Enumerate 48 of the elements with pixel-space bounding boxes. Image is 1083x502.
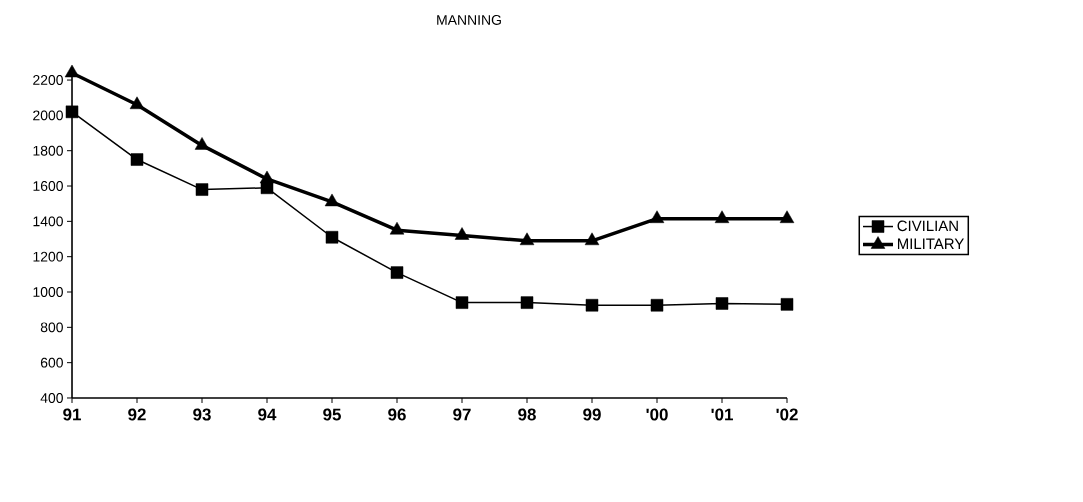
point <box>454 227 470 240</box>
point <box>130 153 144 166</box>
y-tick-label: 1000 <box>33 287 63 297</box>
x-tick-label: '01 <box>711 408 733 421</box>
y-tick-label: 1400 <box>33 216 63 227</box>
point <box>714 210 730 223</box>
point <box>650 299 664 312</box>
legend-label: MILITARY <box>897 238 964 249</box>
point <box>780 298 794 311</box>
y-tick-label: 2000 <box>33 110 63 121</box>
point <box>194 137 210 150</box>
point <box>129 96 145 110</box>
point <box>325 231 339 244</box>
x-tick-label: 97 <box>453 408 471 421</box>
legend-label: CIVILIAN <box>897 220 958 232</box>
y-tick-label: 1200 <box>33 251 63 262</box>
point <box>65 105 79 119</box>
y-tick-label: 400 <box>40 393 63 403</box>
point <box>324 193 340 207</box>
point <box>520 296 534 309</box>
x-tick-label: 99 <box>583 408 601 421</box>
point <box>390 266 404 279</box>
x-tick-label: 94 <box>258 408 277 421</box>
point <box>195 183 209 196</box>
y-tick-label: 800 <box>40 322 63 333</box>
x-tick-label: 95 <box>323 408 341 421</box>
x-tick-label: 96 <box>388 408 406 421</box>
point <box>389 221 405 235</box>
point <box>649 210 665 223</box>
y-tick-label: 1600 <box>33 181 63 191</box>
x-tick-label: 98 <box>518 408 536 421</box>
y-tick-label: 1800 <box>33 145 63 156</box>
point <box>519 232 535 246</box>
y-tick-label: 2200 <box>33 75 63 85</box>
chart-title: MANNING <box>437 15 501 25</box>
y-tick-label: 600 <box>40 357 63 368</box>
x-tick-label: 91 <box>63 408 81 421</box>
x-tick-label: 92 <box>128 408 146 421</box>
point <box>259 170 275 184</box>
point <box>779 210 795 223</box>
point <box>455 296 469 309</box>
point <box>585 299 599 312</box>
x-tick-label: 93 <box>193 408 211 421</box>
point <box>64 64 80 78</box>
x-tick-label: '00 <box>646 408 668 421</box>
point <box>584 232 600 246</box>
x-tick-label: '02 <box>776 408 798 421</box>
point <box>715 297 729 310</box>
